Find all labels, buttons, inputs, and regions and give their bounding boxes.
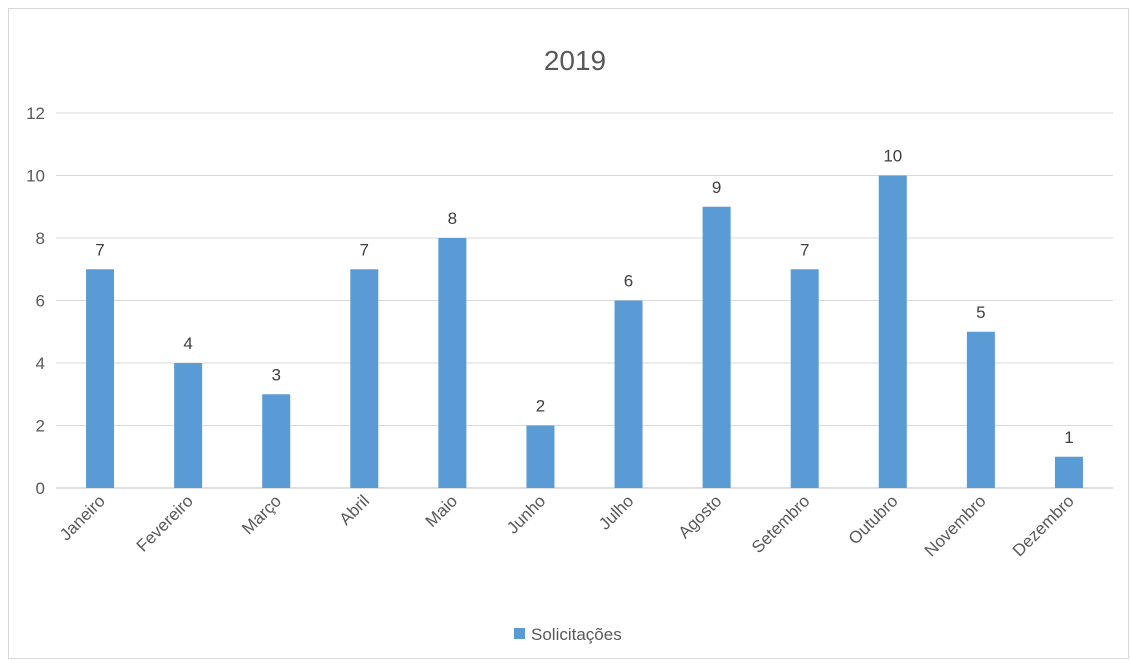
x-tick-label: Janeiro — [56, 491, 109, 544]
x-tick-label: Outubro — [845, 491, 902, 548]
chart-title: 2019 — [544, 45, 606, 76]
bar-outubro — [878, 175, 907, 488]
y-axis-ticks: 0 2 4 6 8 10 12 — [26, 104, 45, 498]
y-tick-label: 6 — [36, 292, 45, 311]
bar-janeiro — [86, 269, 115, 488]
data-label: 2 — [536, 397, 545, 416]
data-label: 9 — [712, 178, 721, 197]
x-tick-label: Setembro — [748, 491, 814, 557]
x-tick-label: Março — [238, 491, 285, 538]
bar-junho — [526, 425, 555, 488]
x-tick-label: Maio — [422, 491, 461, 530]
legend-label: Solicitações — [531, 625, 622, 644]
bars — [86, 175, 1083, 488]
data-label: 7 — [360, 240, 369, 259]
data-label: 8 — [448, 209, 457, 228]
bar-novembro — [966, 331, 995, 488]
x-tick-label: Agosto — [675, 491, 726, 542]
y-tick-label: 2 — [36, 417, 45, 436]
bar-maio — [438, 238, 467, 488]
x-tick-label: Junho — [503, 491, 549, 537]
data-label: 5 — [976, 303, 985, 322]
x-tick-label: Dezembro — [1009, 491, 1078, 560]
y-tick-label: 8 — [36, 229, 45, 248]
data-label: 7 — [800, 240, 809, 259]
data-label: 3 — [271, 365, 280, 384]
y-tick-label: 12 — [26, 104, 45, 123]
bar-fevereiro — [174, 363, 203, 488]
data-label: 7 — [95, 240, 104, 259]
bar-dezembro — [1054, 456, 1083, 488]
chart-frame — [8, 8, 1129, 659]
gridlines — [56, 112, 1113, 489]
bar-julho — [614, 300, 643, 488]
x-tick-label: Fevereiro — [133, 491, 197, 555]
y-tick-label: 0 — [36, 479, 45, 498]
bar-março — [262, 394, 291, 488]
y-tick-label: 4 — [36, 354, 45, 373]
legend: Solicitações — [514, 625, 622, 644]
data-label: 4 — [183, 334, 192, 353]
x-axis-ticks: Janeiro Fevereiro Março Abril Maio Junho Julho… — [56, 491, 1078, 560]
data-label: 10 — [883, 147, 902, 166]
x-tick-label: Abril — [336, 491, 373, 528]
y-tick-label: 10 — [26, 167, 45, 186]
legend-swatch — [514, 628, 525, 639]
bar-setembro — [790, 269, 819, 488]
data-label: 6 — [624, 272, 633, 291]
bar-agosto — [702, 206, 731, 488]
bar-abril — [350, 269, 379, 488]
x-tick-label: Novembro — [921, 491, 990, 560]
data-labels: 7 4 3 7 8 2 6 9 7 10 5 1 — [95, 147, 1073, 447]
data-label: 1 — [1064, 428, 1073, 447]
x-tick-label: Julho — [595, 491, 637, 533]
